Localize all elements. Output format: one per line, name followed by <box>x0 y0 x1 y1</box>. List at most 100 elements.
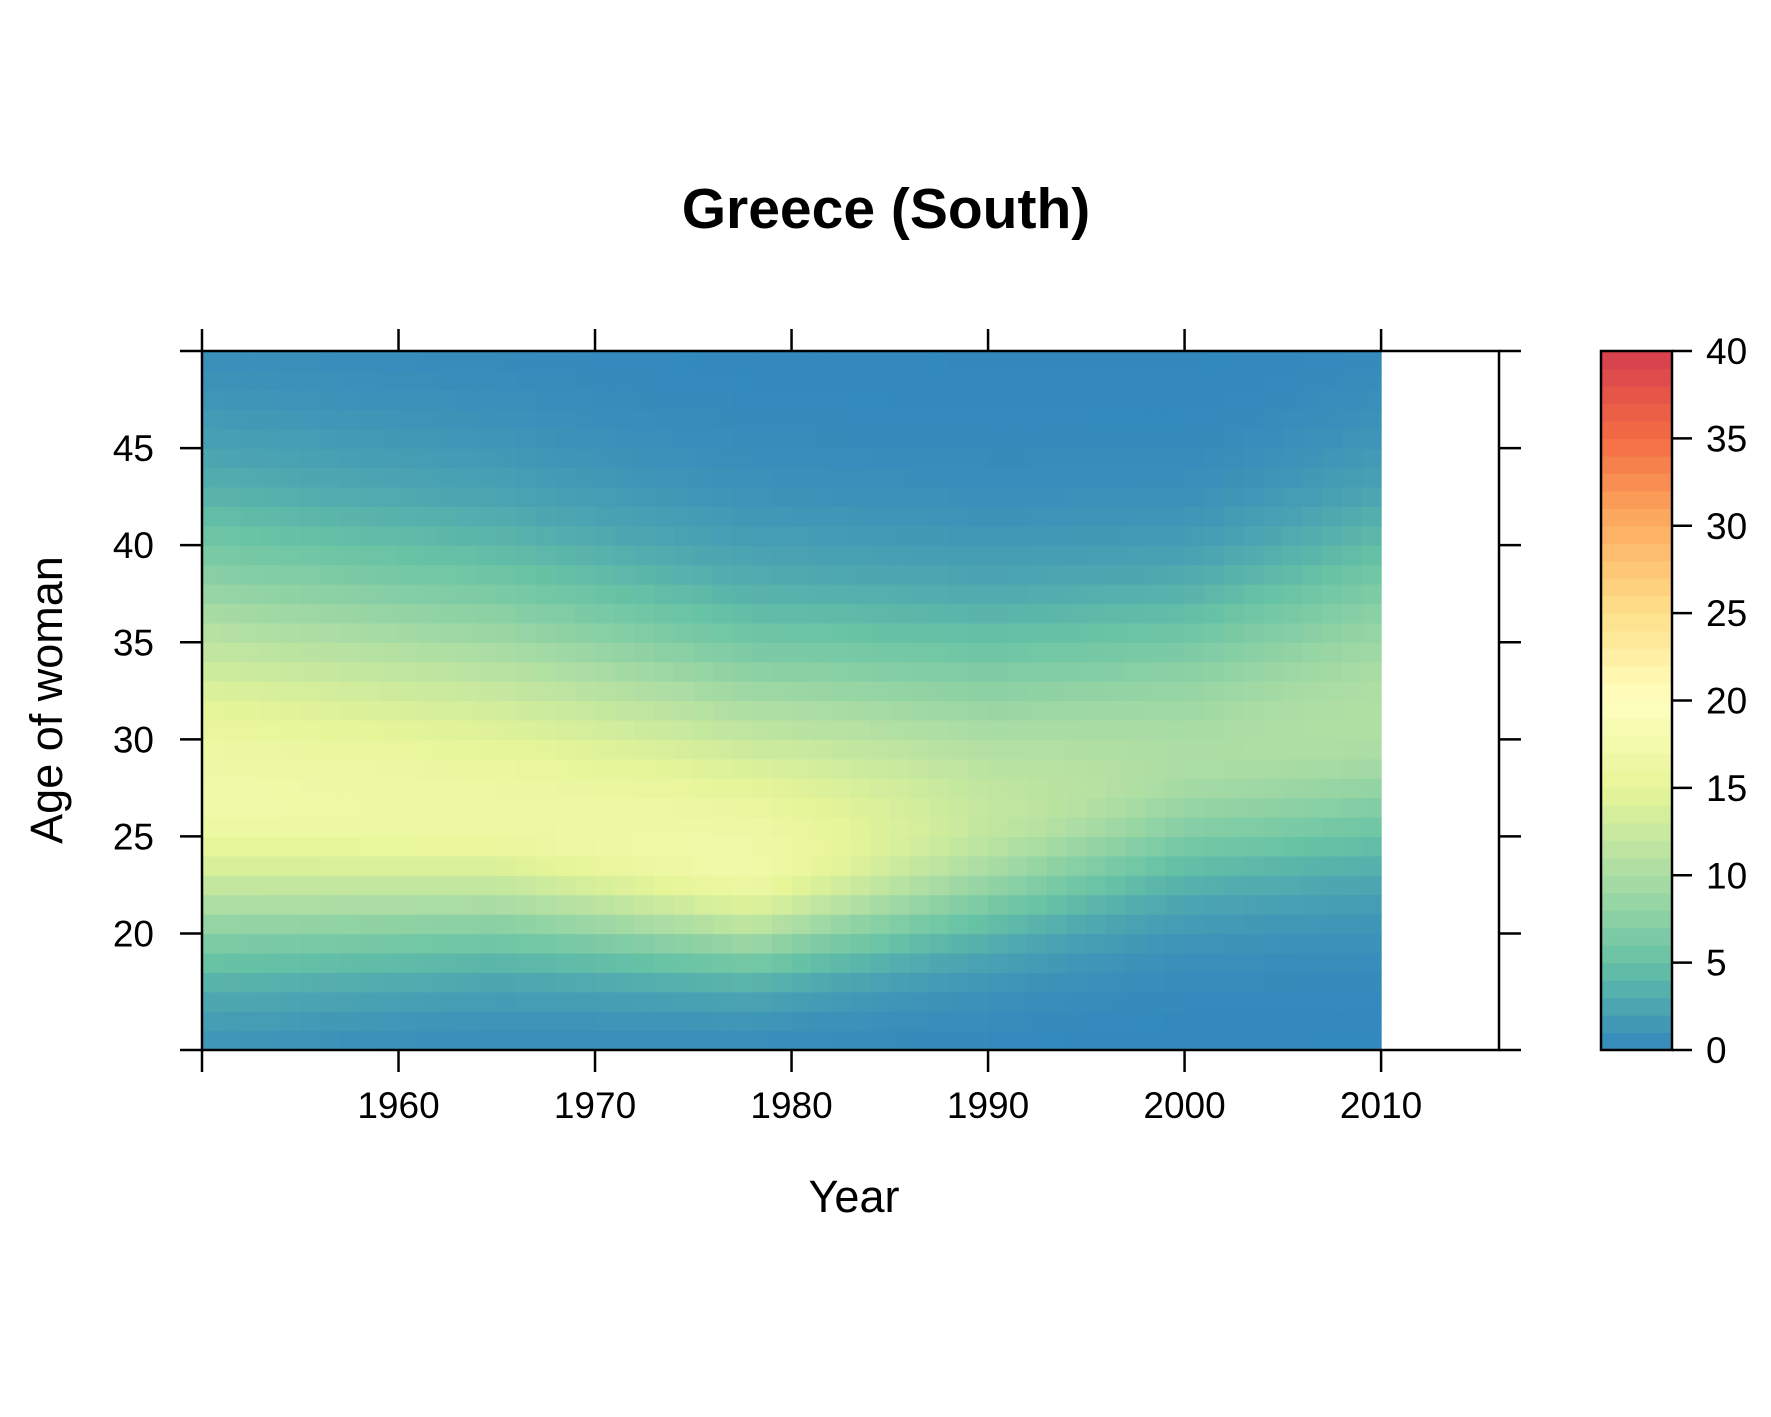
heat-cell <box>202 448 223 469</box>
heat-cell <box>1263 584 1284 605</box>
heat-cell <box>673 525 694 546</box>
heat-cell <box>1125 525 1146 546</box>
heat-cell <box>830 351 852 372</box>
heat-cell <box>1086 1030 1107 1051</box>
heat-cell <box>1007 972 1028 993</box>
heat-cell <box>202 836 223 857</box>
heat-cell <box>1105 370 1127 391</box>
colorbar-tick-label: 15 <box>1706 768 1747 809</box>
heat-cell <box>850 506 871 527</box>
heat-cell <box>1204 545 1225 566</box>
heat-cell <box>516 506 537 527</box>
heat-cell <box>732 448 753 469</box>
heat-cell <box>575 467 596 488</box>
heat-cell <box>1282 933 1304 954</box>
heat-cell <box>889 952 911 973</box>
heat-cell <box>830 739 852 760</box>
heat-cell <box>300 525 321 546</box>
heat-cell <box>1361 914 1382 935</box>
heat-cell <box>870 817 891 838</box>
heat-cell <box>398 933 419 954</box>
heat-cell <box>241 351 262 372</box>
heat-cell <box>634 622 655 643</box>
heat-cell <box>260 914 282 935</box>
heat-cell <box>850 817 871 838</box>
heat-cell <box>378 875 400 896</box>
heat-cell <box>988 525 1009 546</box>
heat-cell <box>1047 739 1068 760</box>
heat-cell <box>1302 836 1323 857</box>
heat-cell <box>1243 1011 1264 1032</box>
heat-cell <box>1361 389 1382 410</box>
heat-cell <box>634 972 655 993</box>
heat-cell <box>1007 700 1028 721</box>
heat-cell <box>359 351 380 372</box>
heat-cell <box>378 351 400 372</box>
heat-cell <box>1007 409 1028 430</box>
heat-cell <box>1361 933 1382 954</box>
heat-cell <box>280 681 301 702</box>
heat-cell <box>595 486 616 507</box>
heat-cell <box>1361 622 1382 643</box>
heat-cell <box>1184 758 1205 779</box>
heat-cell <box>1341 991 1363 1012</box>
heat-cell <box>712 739 734 760</box>
heat-cell <box>1282 428 1304 449</box>
heat-cell <box>496 525 518 546</box>
heat-cell <box>575 564 596 585</box>
heat-cell <box>378 972 400 993</box>
heat-cell <box>1145 428 1166 449</box>
heat-cell <box>595 894 616 915</box>
heat-cell <box>280 370 301 391</box>
heat-cell <box>319 700 341 721</box>
heat-cell <box>634 719 655 740</box>
heat-cell <box>771 584 793 605</box>
heat-cell <box>653 991 675 1012</box>
heat-cell <box>968 506 989 527</box>
heat-cell <box>1302 933 1323 954</box>
heat-cell <box>260 409 282 430</box>
heat-cell <box>1282 351 1304 372</box>
heat-cell <box>752 681 773 702</box>
heat-cell <box>1243 428 1264 449</box>
heat-cell <box>260 370 282 391</box>
heat-cell <box>1007 545 1028 566</box>
heat-cell <box>771 525 793 546</box>
heat-cell <box>830 389 852 410</box>
heat-cell <box>457 525 478 546</box>
heat-cell <box>1125 739 1146 760</box>
heat-cell <box>1322 603 1343 624</box>
heat-cell <box>850 545 871 566</box>
heat-cell <box>1204 1011 1225 1032</box>
heat-cell <box>1164 603 1186 624</box>
heat-cell <box>1164 739 1186 760</box>
heat-cell <box>280 351 301 372</box>
heat-cell <box>673 584 694 605</box>
heat-cell <box>595 739 616 760</box>
heat-cell <box>1125 661 1146 682</box>
heat-cell <box>693 486 714 507</box>
heat-cell <box>948 952 970 973</box>
x-axis-label: Year <box>809 1171 900 1222</box>
heat-cell <box>870 933 891 954</box>
heat-cell <box>437 409 459 430</box>
heat-cell <box>968 622 989 643</box>
heat-cell <box>830 603 852 624</box>
heat-cell <box>241 758 262 779</box>
heat-cell <box>968 389 989 410</box>
heat-cell <box>653 448 675 469</box>
colorbar-tick-label: 40 <box>1706 331 1747 372</box>
heat-cell <box>1125 545 1146 566</box>
heat-cell <box>948 1030 970 1051</box>
heat-cell <box>280 584 301 605</box>
heat-cell <box>732 933 753 954</box>
heat-cell <box>850 797 871 818</box>
heat-cell <box>988 778 1009 799</box>
heat-cell <box>1243 778 1264 799</box>
heat-cell <box>929 564 950 585</box>
heat-cell <box>418 351 439 372</box>
heat-cell <box>595 972 616 993</box>
heat-cell <box>477 991 498 1012</box>
heat-cell <box>1007 584 1028 605</box>
